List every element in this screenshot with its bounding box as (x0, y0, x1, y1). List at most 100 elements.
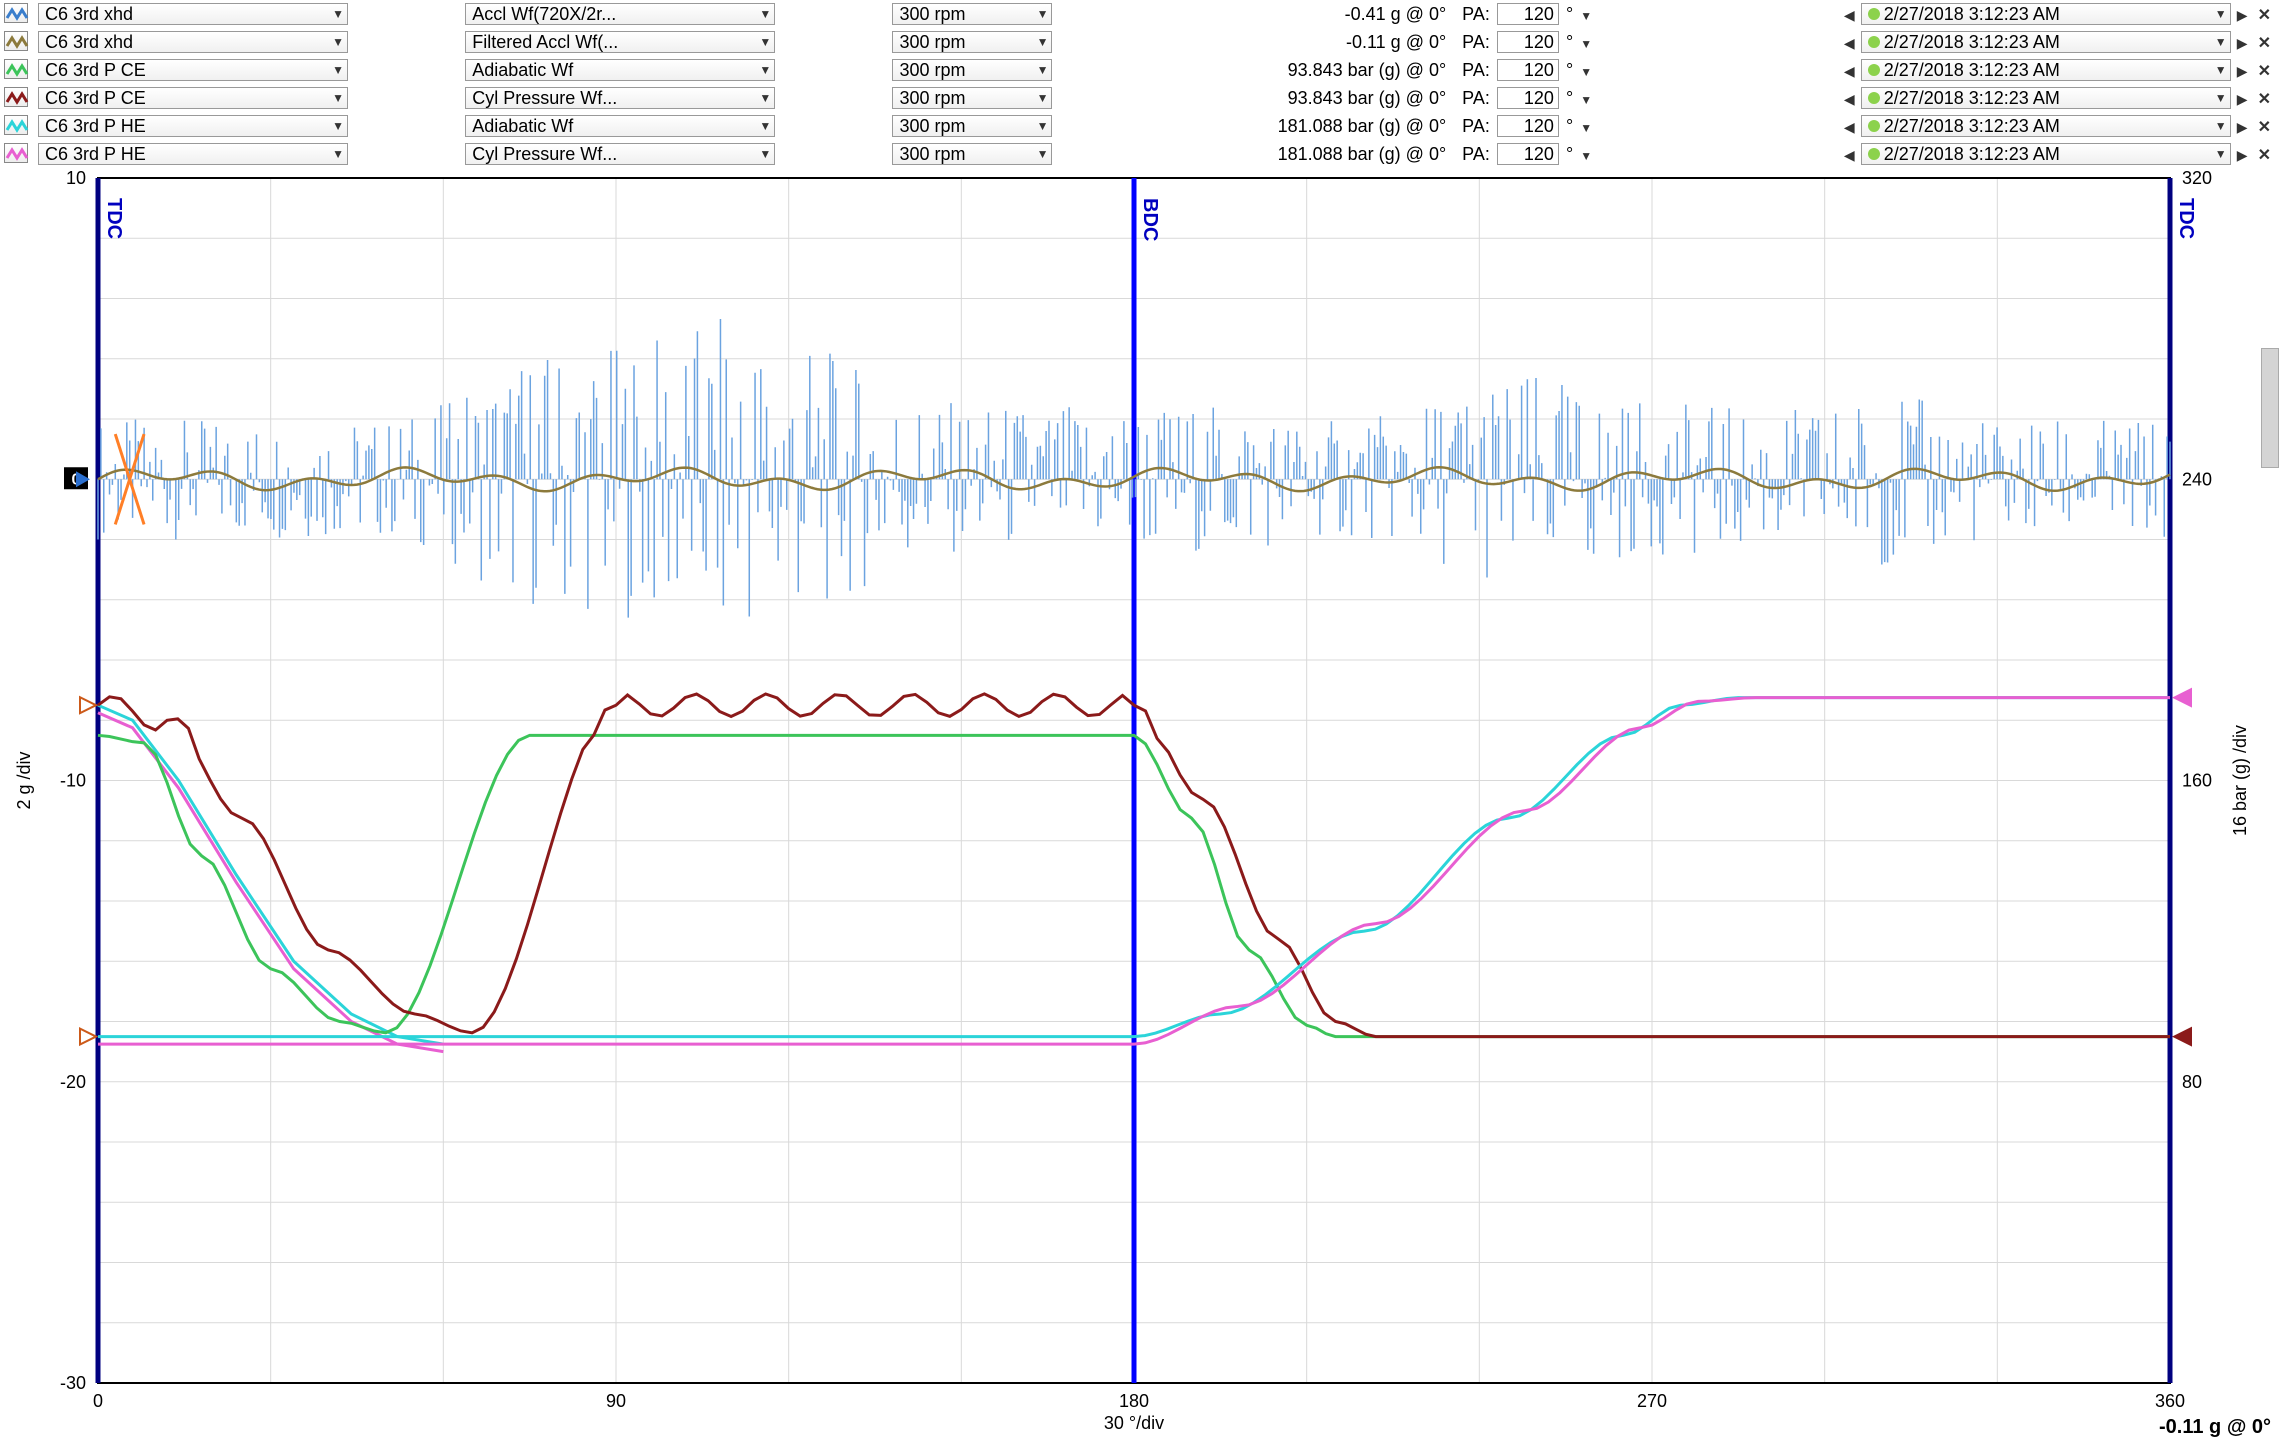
timestamp-dropdown[interactable]: 2/27/2018 3:12:23 AM ▼ (1861, 3, 2231, 25)
deg-symbol: ° (1562, 4, 1577, 24)
waveform-dropdown[interactable]: Cyl Pressure Wf...▼ (465, 143, 775, 165)
chevron-down-icon[interactable]: ▼ (1580, 65, 1592, 79)
x-tick-label: 90 (606, 1391, 626, 1411)
status-indicator-icon (1868, 36, 1880, 48)
series-color-swatch[interactable] (4, 3, 28, 23)
waveform-dropdown[interactable]: Adiabatic Wf▼ (465, 59, 775, 81)
waveform-dropdown[interactable]: Adiabatic Wf ▼ (465, 115, 775, 137)
nav-next-icon[interactable]: ▶ (2234, 63, 2251, 79)
waveform-dropdown[interactable]: Accl Wf(720X/2r...▼ (465, 3, 775, 25)
timestamp-dropdown[interactable]: 2/27/2018 3:12:23 AM ▼ (1861, 115, 2231, 137)
chevron-down-icon: ▼ (332, 63, 344, 77)
series-color-swatch[interactable] (4, 143, 28, 163)
series-color-swatch[interactable] (4, 87, 28, 107)
chevron-down-icon[interactable]: ▼ (1580, 37, 1592, 51)
deg-symbol: ° (1562, 116, 1577, 136)
chevron-down-icon[interactable]: ▼ (1580, 9, 1592, 23)
rpm-dropdown[interactable]: 300 rpm ▼ (892, 31, 1052, 53)
legend-row: C6 3rd xhd▼ Filtered Accl Wf(...▼ 300 rp… (0, 28, 2279, 56)
series-color-swatch[interactable] (4, 115, 28, 135)
x-tick-label: 360 (2155, 1391, 2185, 1411)
waveform-dropdown[interactable]: Cyl Pressure Wf...▼ (465, 87, 775, 109)
close-icon[interactable]: ✕ (2254, 91, 2275, 108)
chevron-down-icon[interactable]: ▼ (1580, 121, 1592, 135)
phase-angle-input[interactable]: 120 (1497, 115, 1559, 137)
x-tick-label: 270 (1637, 1391, 1667, 1411)
nav-next-icon[interactable]: ▶ (2234, 7, 2251, 23)
rpm-dropdown[interactable]: 300 rpm ▼ (892, 87, 1052, 109)
chevron-down-icon: ▼ (759, 91, 771, 105)
signal-dropdown[interactable]: C6 3rd P CE▼ (38, 59, 348, 81)
waveform-name: Adiabatic Wf (472, 116, 573, 137)
rpm-dropdown[interactable]: 300 rpm ▼ (892, 143, 1052, 165)
rpm-dropdown[interactable]: 300 rpm ▼ (892, 3, 1052, 25)
y-right-tick-label: 320 (2182, 168, 2212, 188)
chevron-down-icon: ▼ (332, 119, 344, 133)
nav-prev-icon[interactable]: ◀ (1841, 147, 1858, 163)
close-icon[interactable]: ✕ (2254, 35, 2275, 52)
nav-prev-icon[interactable]: ◀ (1841, 91, 1858, 107)
chevron-down-icon: ▼ (1037, 91, 1049, 105)
timestamp-value: 2/27/2018 3:12:23 AM (1884, 4, 2060, 25)
series-color-swatch[interactable] (4, 59, 28, 79)
nav-next-icon[interactable]: ▶ (2234, 35, 2251, 51)
close-icon[interactable]: ✕ (2254, 63, 2275, 80)
waveform-dropdown[interactable]: Filtered Accl Wf(...▼ (465, 31, 775, 53)
rpm-dropdown[interactable]: 300 rpm ▼ (892, 59, 1052, 81)
status-indicator-icon (1868, 64, 1880, 76)
cursor-value: 181.088 bar (g) @ 0° (1274, 144, 1451, 164)
timestamp-dropdown[interactable]: 2/27/2018 3:12:23 AM ▼ (1861, 31, 2231, 53)
chevron-down-icon: ▼ (1037, 63, 1049, 77)
series-color-swatch[interactable] (4, 31, 28, 51)
chevron-down-icon[interactable]: ▼ (1580, 93, 1592, 107)
waveform-name: Accl Wf(720X/2r... (472, 4, 616, 25)
chevron-down-icon[interactable]: ▼ (1580, 149, 1592, 163)
y-left-axis-label: 2 g /div (14, 751, 34, 809)
series-marker-icon (2172, 1027, 2192, 1047)
phase-angle-input[interactable]: 120 (1497, 87, 1559, 109)
chevron-down-icon: ▼ (1037, 7, 1049, 21)
signal-dropdown[interactable]: C6 3rd P HE▼ (38, 143, 348, 165)
y-left-tick-label: 10 (66, 168, 86, 188)
waveform-name: Filtered Accl Wf(... (472, 32, 618, 53)
rpm-value: 300 rpm (899, 144, 965, 165)
chevron-down-icon: ▼ (1037, 119, 1049, 133)
nav-prev-icon[interactable]: ◀ (1841, 119, 1858, 135)
close-icon[interactable]: ✕ (2254, 119, 2275, 136)
signal-dropdown[interactable]: C6 3rd P HE▼ (38, 115, 348, 137)
timestamp-dropdown[interactable]: 2/27/2018 3:12:23 AM ▼ (1861, 59, 2231, 81)
rpm-dropdown[interactable]: 300 rpm ▼ (892, 115, 1052, 137)
legend-row: C6 3rd xhd▼ Accl Wf(720X/2r...▼ 300 rpm … (0, 0, 2279, 28)
series-marker-icon (80, 1029, 96, 1045)
chevron-down-icon: ▼ (2215, 91, 2227, 105)
chart-svg: TDCTDCBDC09018027036030 °/div-30-20-1010… (0, 168, 2279, 1443)
phase-angle-input[interactable]: 120 (1497, 31, 1559, 53)
signal-dropdown[interactable]: C6 3rd xhd▼ (38, 3, 348, 25)
close-icon[interactable]: ✕ (2254, 147, 2275, 164)
phase-angle-input[interactable]: 120 (1497, 143, 1559, 165)
timestamp-dropdown[interactable]: 2/27/2018 3:12:23 AM ▼ (1861, 87, 2231, 109)
chevron-down-icon: ▼ (332, 91, 344, 105)
phase-angle-input[interactable]: 120 (1497, 3, 1559, 25)
chevron-down-icon: ▼ (759, 119, 771, 133)
series-marker-icon (2172, 688, 2192, 708)
nav-prev-icon[interactable]: ◀ (1841, 7, 1858, 23)
deg-symbol: ° (1562, 88, 1577, 108)
scrollbar-stub[interactable] (2261, 348, 2279, 468)
nav-next-icon[interactable]: ▶ (2234, 147, 2251, 163)
close-icon[interactable]: ✕ (2254, 7, 2275, 24)
legend-row: C6 3rd P CE▼ Adiabatic Wf▼ 300 rpm ▼ 93.… (0, 56, 2279, 84)
phase-angle-input[interactable]: 120 (1497, 59, 1559, 81)
timestamp-dropdown[interactable]: 2/27/2018 3:12:23 AM ▼ (1861, 143, 2231, 165)
nav-prev-icon[interactable]: ◀ (1841, 63, 1858, 79)
signal-dropdown[interactable]: C6 3rd xhd▼ (38, 31, 348, 53)
signal-dropdown[interactable]: C6 3rd P CE▼ (38, 87, 348, 109)
chevron-down-icon: ▼ (332, 7, 344, 21)
status-indicator-icon (1868, 92, 1880, 104)
nav-next-icon[interactable]: ▶ (2234, 91, 2251, 107)
x-axis-label: 30 °/div (1104, 1413, 1164, 1433)
deg-symbol: ° (1562, 32, 1577, 52)
nav-next-icon[interactable]: ▶ (2234, 119, 2251, 135)
signal-name: C6 3rd xhd (45, 32, 133, 53)
nav-prev-icon[interactable]: ◀ (1841, 35, 1858, 51)
